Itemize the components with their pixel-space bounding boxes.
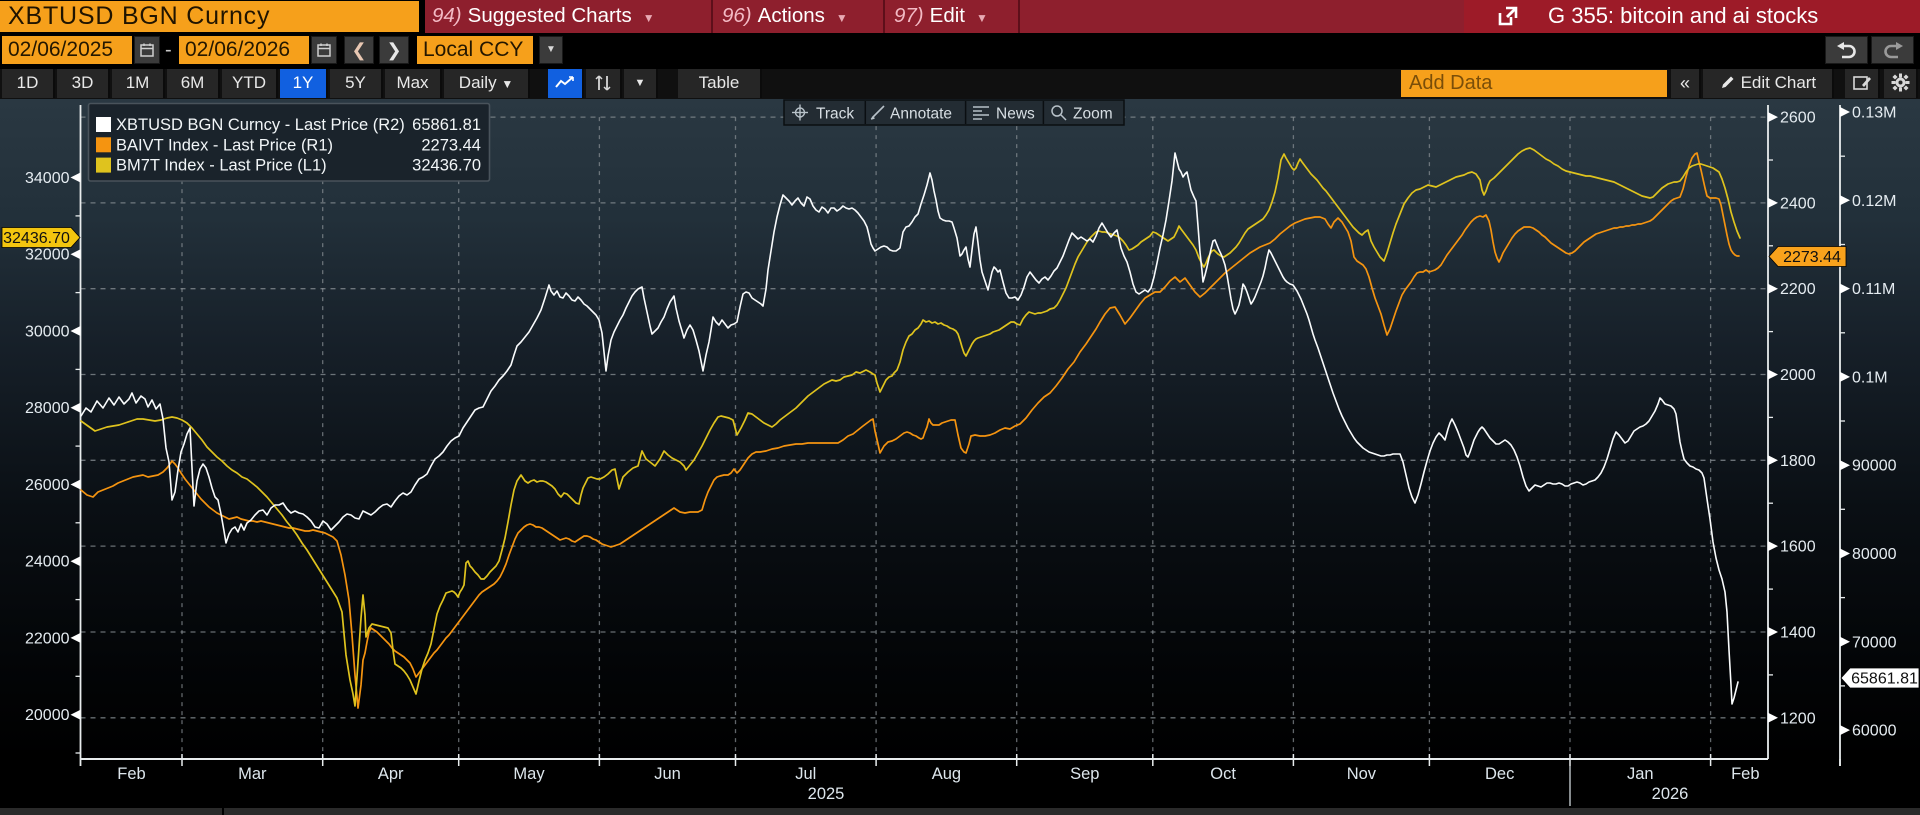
svg-text:2025: 2025	[808, 785, 845, 803]
svg-text:News: News	[996, 106, 1035, 123]
svg-text:BM7T Index - Last Price (L1): BM7T Index - Last Price (L1)	[116, 157, 327, 175]
svg-text:Sep: Sep	[1070, 765, 1099, 783]
svg-text:2273.44: 2273.44	[1783, 249, 1841, 266]
svg-text:0.1M: 0.1M	[1852, 369, 1888, 386]
svg-text:0.11M: 0.11M	[1852, 281, 1895, 298]
svg-text:65861.81: 65861.81	[412, 116, 481, 134]
svg-text:30000: 30000	[25, 324, 70, 341]
svg-text:65861.81: 65861.81	[1851, 671, 1918, 688]
svg-text:0.13M: 0.13M	[1852, 105, 1896, 122]
svg-text:90000: 90000	[1852, 458, 1897, 475]
svg-text:Jun: Jun	[654, 765, 681, 783]
svg-text:22000: 22000	[25, 630, 70, 647]
svg-text:May: May	[513, 765, 545, 783]
svg-text:2026: 2026	[1652, 785, 1689, 803]
svg-text:Feb: Feb	[1731, 765, 1759, 783]
svg-text:2600: 2600	[1780, 110, 1816, 127]
svg-text:24000: 24000	[25, 554, 70, 571]
svg-text:2273.44: 2273.44	[421, 136, 481, 154]
svg-text:Dec: Dec	[1485, 765, 1514, 783]
svg-text:Zoom: Zoom	[1073, 106, 1113, 123]
svg-text:2200: 2200	[1780, 281, 1816, 298]
svg-text:20000: 20000	[25, 707, 70, 724]
svg-text:32000: 32000	[25, 247, 70, 264]
svg-text:Oct: Oct	[1210, 765, 1236, 783]
svg-text:70000: 70000	[1852, 634, 1897, 651]
svg-text:Jan: Jan	[1627, 765, 1654, 783]
svg-text:BAIVT Index - Last Price (R1): BAIVT Index - Last Price (R1)	[116, 136, 333, 154]
svg-text:1200: 1200	[1780, 710, 1816, 727]
svg-text:Feb: Feb	[117, 765, 145, 783]
svg-text:Jul: Jul	[795, 765, 816, 783]
svg-text:60000: 60000	[1852, 723, 1897, 740]
svg-text:Annotate: Annotate	[890, 106, 952, 123]
svg-text:34000: 34000	[25, 170, 70, 187]
svg-text:Apr: Apr	[378, 765, 404, 783]
svg-text:2000: 2000	[1780, 367, 1816, 384]
svg-text:2400: 2400	[1780, 195, 1816, 212]
svg-text:26000: 26000	[25, 477, 70, 494]
svg-text:32436.70: 32436.70	[412, 157, 481, 175]
svg-text:Mar: Mar	[238, 765, 267, 783]
svg-text:0.12M: 0.12M	[1852, 193, 1896, 210]
svg-text:1600: 1600	[1780, 539, 1816, 556]
svg-text:1800: 1800	[1780, 453, 1816, 470]
svg-text:28000: 28000	[25, 400, 70, 417]
svg-text:Track: Track	[816, 106, 854, 123]
svg-text:XBTUSD BGN Curncy - Last Price: XBTUSD BGN Curncy - Last Price (R2)	[116, 116, 405, 134]
svg-text:Aug: Aug	[932, 765, 961, 783]
svg-text:80000: 80000	[1852, 546, 1897, 563]
svg-text:32436.70: 32436.70	[3, 230, 70, 247]
svg-text:1400: 1400	[1780, 625, 1816, 642]
svg-text:Nov: Nov	[1347, 765, 1377, 783]
